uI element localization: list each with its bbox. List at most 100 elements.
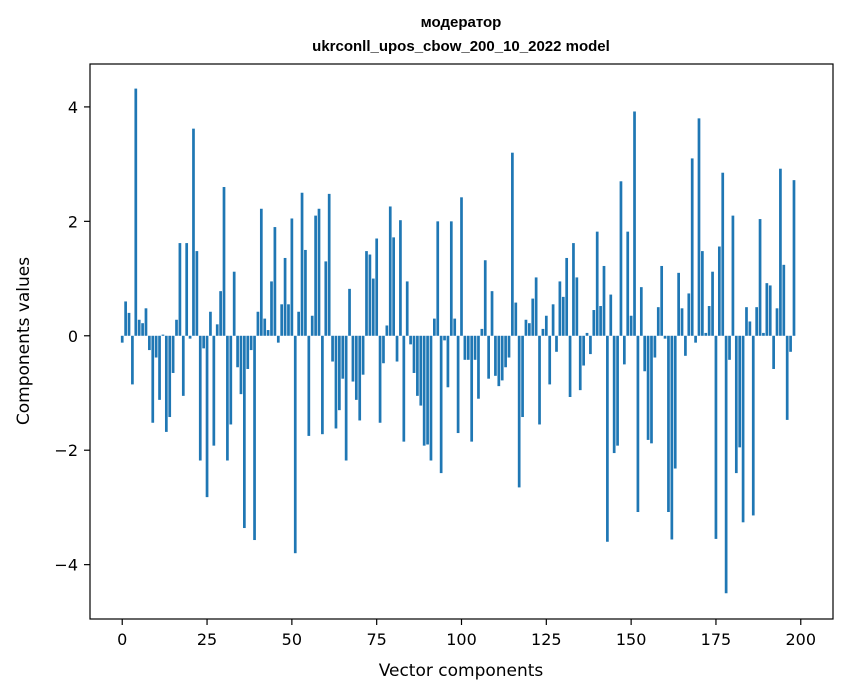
- bar-43: [266, 330, 270, 336]
- bar-87: [416, 335, 419, 396]
- bar-104: [473, 335, 477, 360]
- bar-39: [253, 335, 256, 541]
- bar-108: [487, 335, 490, 379]
- bar-83: [402, 335, 406, 442]
- bar-178: [724, 335, 728, 594]
- bar-180: [731, 215, 735, 336]
- y-axis: −4 −2 0 2 4: [54, 98, 90, 575]
- bar-113: [504, 335, 507, 368]
- bar-152: [636, 335, 640, 513]
- bar-24: [202, 335, 206, 349]
- bar-90: [426, 335, 429, 445]
- bar-162: [670, 335, 674, 540]
- bar-114: [507, 335, 511, 358]
- bar-132: [568, 335, 572, 397]
- bar-27: [212, 335, 216, 446]
- bar-144: [609, 294, 613, 336]
- bar-45: [273, 227, 277, 336]
- bar-55: [307, 335, 311, 436]
- bar-77: [382, 335, 385, 364]
- bar-195: [782, 264, 786, 336]
- bar-17: [178, 243, 182, 336]
- x-tick-label-150: 150: [616, 630, 647, 649]
- bar-58: [317, 208, 321, 336]
- bar-155: [646, 335, 650, 440]
- bar-179: [728, 335, 731, 360]
- bar-121: [531, 298, 535, 336]
- bar-118: [521, 335, 524, 418]
- bar-135: [578, 335, 582, 391]
- y-axis-label: Components values: [14, 257, 34, 425]
- bar-92: [433, 318, 436, 336]
- y-tick-label--4: −4: [54, 556, 78, 575]
- bar-18: [181, 335, 185, 396]
- bar-65: [341, 335, 345, 379]
- bar-181: [734, 335, 738, 474]
- bar-12: [161, 334, 165, 336]
- bar-74: [371, 278, 375, 336]
- bar-10: [154, 335, 158, 358]
- y-tick-label-4: 4: [68, 98, 78, 117]
- bar-70: [358, 335, 362, 421]
- bar-68: [351, 335, 355, 382]
- bar-171: [701, 251, 704, 336]
- bar-184: [745, 307, 748, 336]
- bar-16: [175, 319, 178, 336]
- bar-100: [460, 197, 463, 336]
- bar-62: [331, 335, 334, 362]
- bar-107: [483, 260, 487, 336]
- bar-173: [707, 306, 711, 336]
- bar-48: [283, 257, 287, 336]
- bar-189: [762, 332, 765, 336]
- bar-44: [270, 281, 273, 336]
- bar-41: [259, 208, 263, 336]
- bar-187: [755, 307, 759, 336]
- bar-165: [680, 308, 684, 336]
- bar-8: [148, 335, 151, 351]
- bar-130: [561, 296, 565, 336]
- bar-119: [524, 319, 528, 336]
- bar-134: [575, 277, 579, 336]
- bar-160: [663, 335, 667, 339]
- bar-15: [171, 335, 175, 373]
- bar-14: [168, 335, 172, 418]
- bar-116: [514, 302, 518, 336]
- bar-149: [626, 231, 630, 336]
- bar-30: [222, 187, 226, 336]
- bar-72: [365, 251, 368, 336]
- bar-191: [768, 285, 772, 336]
- bar-150: [629, 315, 633, 336]
- bar-56: [310, 315, 314, 336]
- bar-51: [293, 335, 297, 554]
- bar-194: [779, 168, 782, 336]
- bar-142: [602, 265, 606, 336]
- bar-124: [541, 328, 545, 336]
- bar-76: [378, 335, 382, 423]
- bar-138: [589, 335, 592, 355]
- bar-22: [195, 251, 199, 336]
- bar-91: [429, 335, 433, 461]
- bar-163: [673, 335, 677, 469]
- bar-3: [131, 335, 134, 385]
- x-axis: 0 25 50 75 100 125 150 175 200: [117, 619, 816, 649]
- bar-196: [785, 335, 789, 420]
- bar-49: [287, 304, 290, 336]
- bar-140: [595, 231, 599, 336]
- bar-146: [616, 335, 619, 446]
- bar-172: [704, 332, 708, 336]
- chart-title: модератор: [421, 14, 502, 31]
- x-tick-label-75: 75: [367, 630, 387, 649]
- bar-193: [775, 308, 779, 336]
- chart-subtitle: ukrconll_upos_cbow_200_10_2022 model: [312, 38, 610, 55]
- bar-52: [297, 311, 300, 336]
- bar-85: [409, 335, 412, 345]
- bar-1: [124, 301, 127, 336]
- y-tick-label-0: 0: [68, 327, 78, 346]
- bar-117: [517, 335, 521, 488]
- x-tick-label-0: 0: [117, 630, 127, 649]
- bar-69: [354, 335, 358, 400]
- bar-series: [120, 88, 796, 594]
- bar-31: [226, 335, 229, 461]
- bar-147: [619, 181, 623, 336]
- bar-131: [565, 257, 569, 336]
